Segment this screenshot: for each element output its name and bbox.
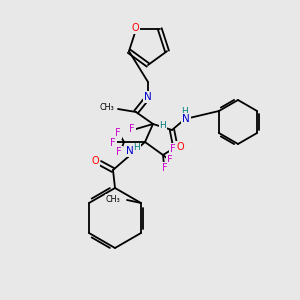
Text: CH₃: CH₃ xyxy=(105,194,120,203)
Text: O: O xyxy=(131,23,139,33)
Text: H: H xyxy=(134,143,140,152)
Text: F: F xyxy=(170,144,176,154)
Text: F: F xyxy=(162,163,168,173)
Text: F: F xyxy=(167,155,173,165)
Text: F: F xyxy=(115,128,121,138)
Text: F: F xyxy=(110,138,116,148)
Text: F: F xyxy=(129,124,135,134)
Text: O: O xyxy=(176,142,184,152)
Text: N: N xyxy=(126,146,134,156)
Text: H: H xyxy=(181,107,188,116)
Text: N: N xyxy=(144,92,152,102)
Text: N: N xyxy=(182,114,190,124)
Text: CH₃: CH₃ xyxy=(99,103,114,112)
Text: H: H xyxy=(160,122,167,130)
Text: O: O xyxy=(91,156,99,166)
Text: F: F xyxy=(116,147,122,157)
